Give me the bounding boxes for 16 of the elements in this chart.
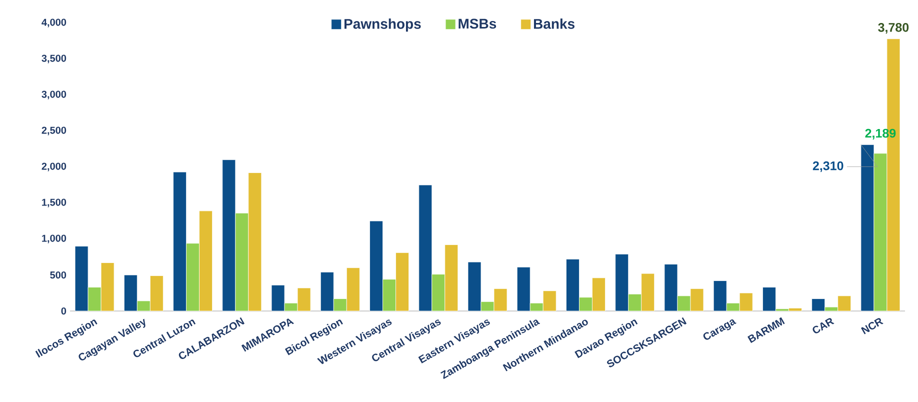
legend-label: Banks	[534, 18, 574, 29]
x-tick-label: CAR	[812, 318, 834, 334]
x-tick-label: NCR	[860, 318, 884, 334]
y-tick-label: 2,500	[42, 126, 66, 136]
y-tick-label: 500	[50, 271, 66, 279]
legend-label: MSBs	[458, 18, 496, 29]
data-label: 2,310	[812, 161, 844, 172]
y-tick-label: 1,000	[42, 234, 66, 244]
y-tick-label: 1,500	[42, 198, 66, 208]
data-label: 3,780	[878, 22, 909, 34]
y-tick-label: 3,000	[42, 90, 66, 100]
legend-label: Pawnshops	[344, 18, 421, 32]
y-tick-label: 2,000	[42, 162, 66, 172]
y-tick-label: 3,500	[42, 54, 66, 64]
y-tick-label: 4,000	[42, 18, 66, 28]
y-tick-label: 0	[61, 307, 66, 315]
